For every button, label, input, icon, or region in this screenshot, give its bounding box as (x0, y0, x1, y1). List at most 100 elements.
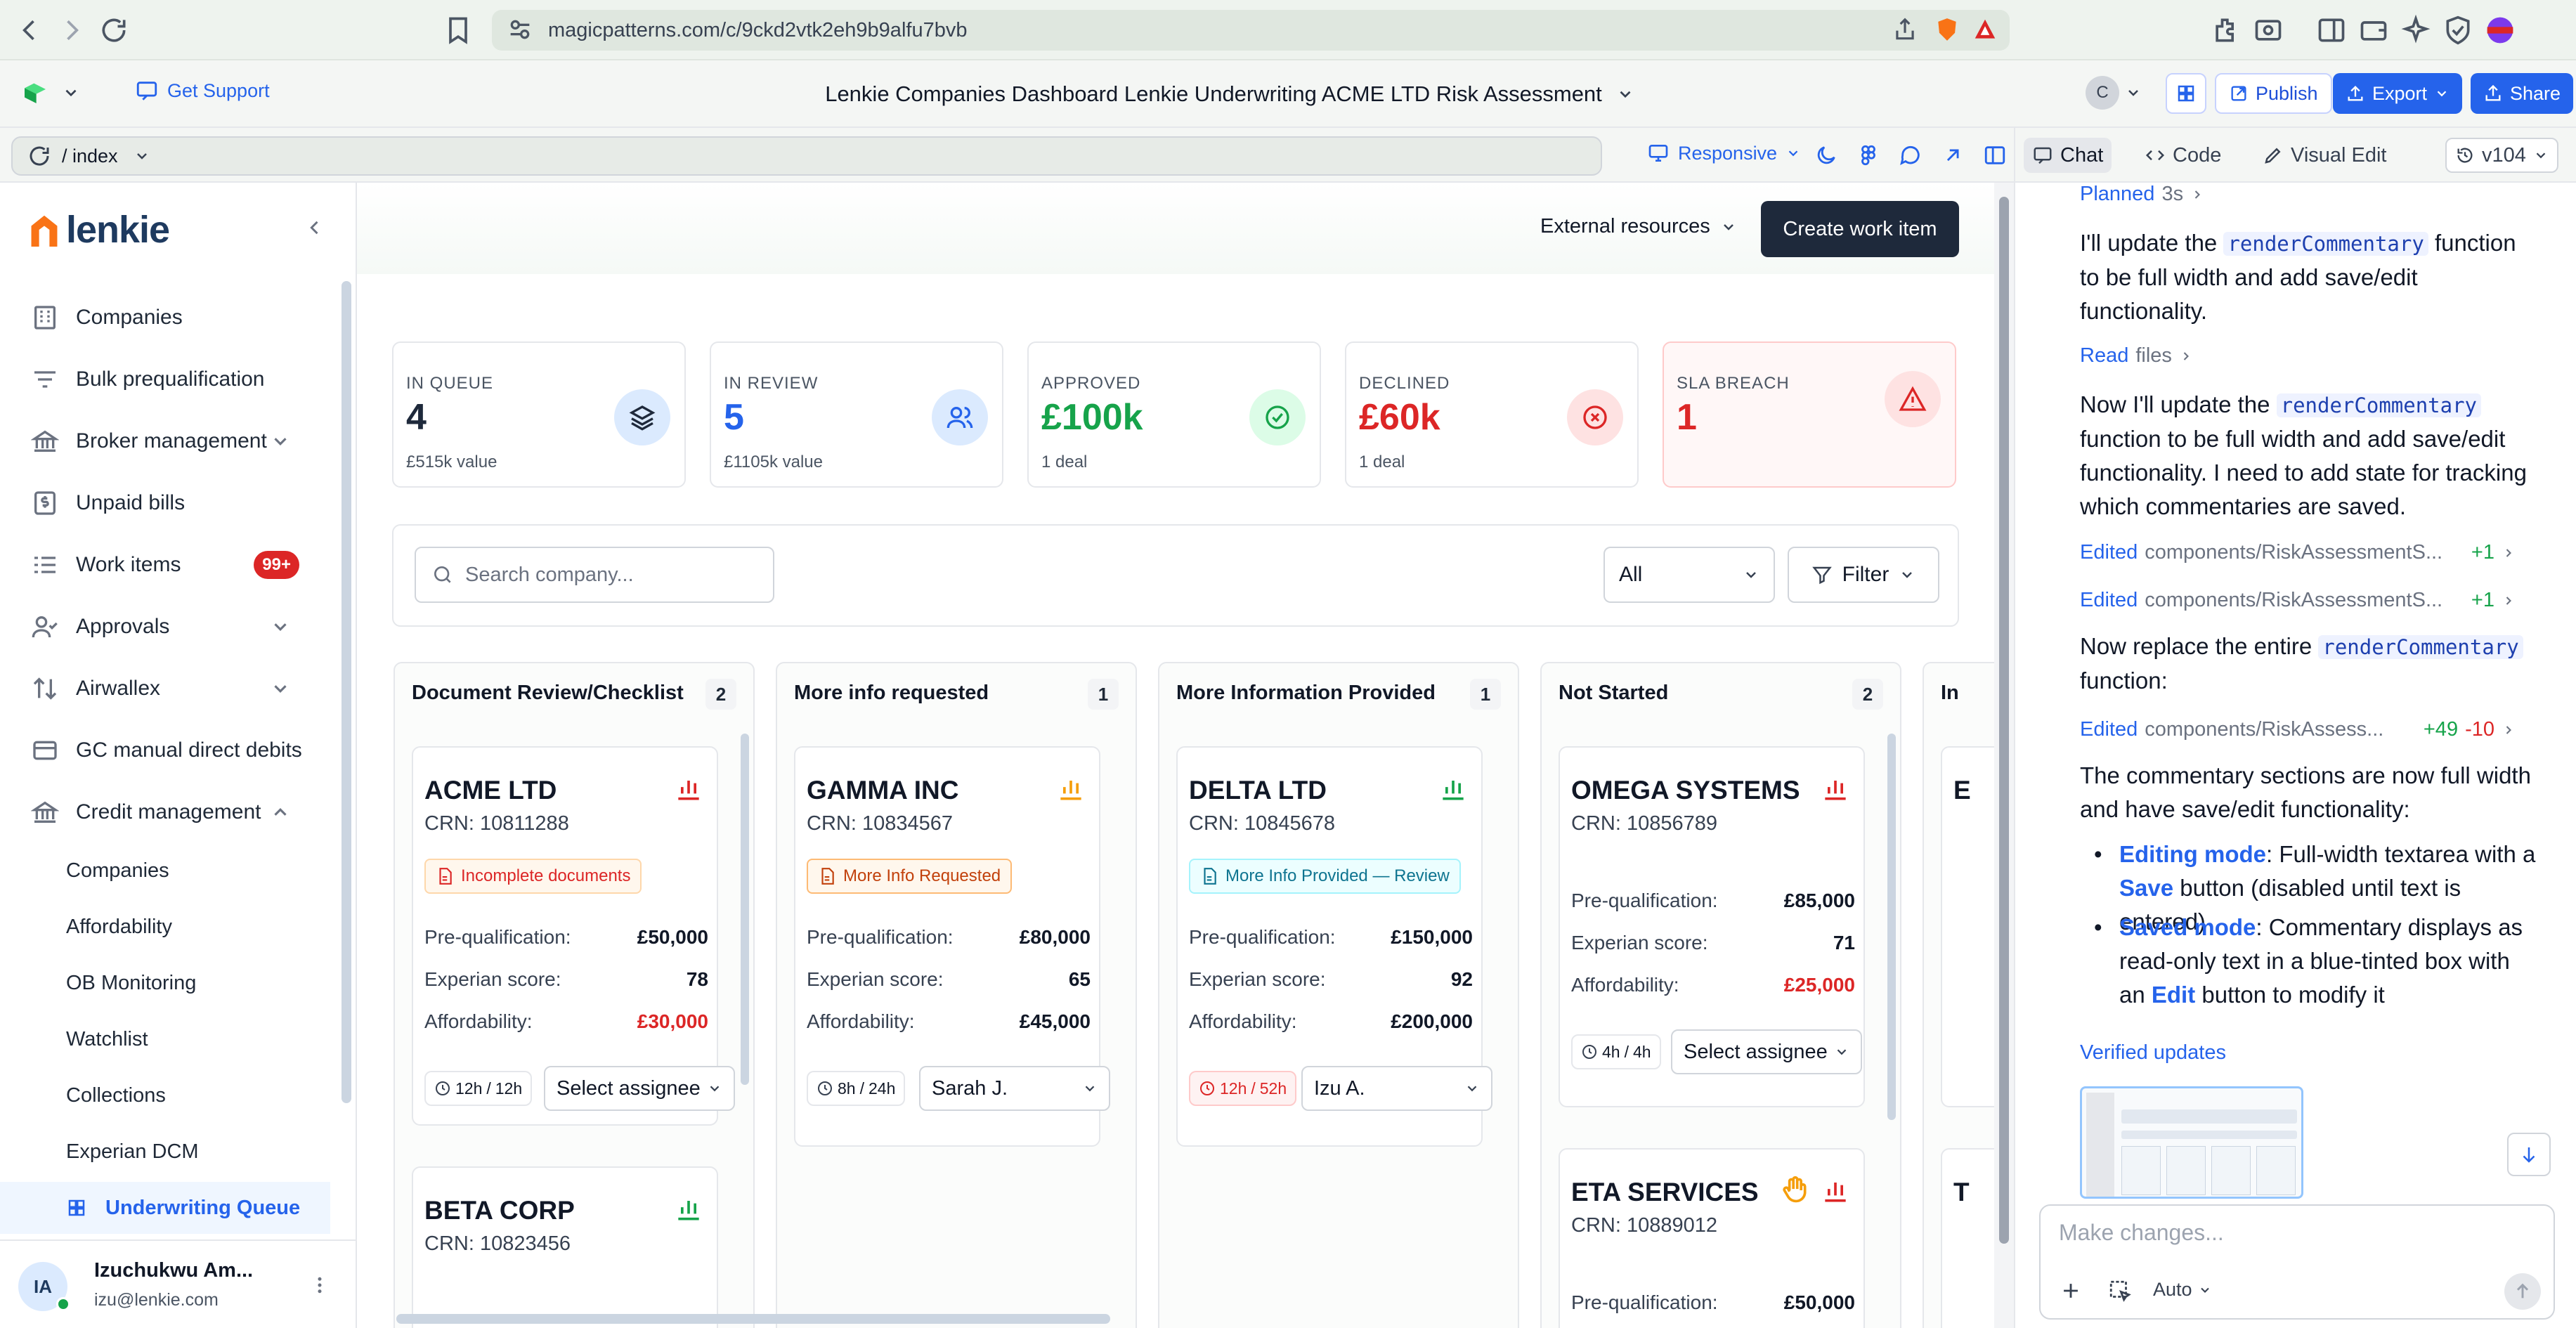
bar-chart-icon[interactable] (1438, 773, 1469, 804)
company-card-eta-services[interactable]: ETA SERVICES CRN: 10889012 Pre-qualifica… (1559, 1148, 1865, 1328)
company-card-partial[interactable]: T (1941, 1148, 1994, 1328)
sidebar-item-work-items[interactable]: Work items 99+ (0, 535, 330, 594)
site-settings-icon[interactable] (506, 15, 534, 44)
figma-icon[interactable] (1856, 143, 1880, 167)
brave-rewards-icon[interactable] (1972, 16, 1998, 43)
bullet-title: Saved mode (2119, 914, 2256, 940)
reload-icon[interactable] (98, 15, 129, 46)
tab-code[interactable]: Code (2136, 138, 2230, 173)
company-card-gamma-inc[interactable]: GAMMA INC CRN: 10834567 More Info Reques… (794, 746, 1110, 1147)
workspace-switcher[interactable] (21, 79, 80, 107)
bar-chart-icon[interactable] (1820, 1175, 1851, 1206)
brave-shield-icon[interactable] (1934, 16, 1960, 43)
bar-chart-icon[interactable] (1055, 773, 1086, 804)
vpn-icon[interactable] (2442, 15, 2473, 46)
assignee-select[interactable]: Select assignee (544, 1066, 735, 1111)
select-element-icon[interactable] (2108, 1279, 2132, 1303)
sidebar-item-broker-management[interactable]: Broker management (0, 412, 330, 471)
sidebar-subitem-watchlist[interactable]: Watchlist (0, 1013, 330, 1065)
code-icon (2145, 150, 2165, 161)
search-input[interactable]: Search company... (415, 547, 774, 603)
status-select[interactable]: All (1604, 547, 1775, 603)
edited-file-step[interactable]: Edited components/RiskAssess... +49 -10 (2080, 718, 2516, 741)
hand-icon[interactable] (1779, 1175, 1810, 1206)
refresh-icon[interactable] (27, 143, 52, 169)
sidebar-subitem-collections[interactable]: Collections (0, 1069, 330, 1121)
wallet-icon[interactable] (2358, 15, 2389, 46)
address-bar[interactable]: magicpatterns.com/c/9ckd2vtk2eh9b9alfu7b… (492, 10, 2010, 51)
sidebar-item-bulk-prequalification[interactable]: Bulk prequalification (0, 350, 330, 409)
tab-chat[interactable]: Chat (2024, 138, 2112, 173)
version-select[interactable]: v104 (2445, 138, 2558, 173)
sidebar-subitem-companies[interactable]: Companies (0, 845, 330, 897)
company-card-delta-ltd[interactable]: DELTA LTD CRN: 10845678 More Info Provid… (1176, 746, 1492, 1147)
sidebar-toggle-icon[interactable] (2316, 15, 2347, 46)
panel-icon[interactable] (1983, 143, 2007, 167)
filter-button[interactable]: Filter (1788, 547, 1939, 603)
company-card-partial[interactable]: E (1941, 746, 1994, 1107)
open-new-icon[interactable] (1941, 143, 1965, 167)
publish-button[interactable]: Publish (2215, 73, 2332, 114)
project-title[interactable]: Lenkie Companies Dashboard Lenkie Underw… (773, 60, 1686, 128)
main-scrollbar-thumb[interactable] (1999, 197, 2009, 1244)
plus-icon[interactable] (2059, 1279, 2083, 1303)
account-menu[interactable]: C (2086, 76, 2142, 110)
media-icon[interactable] (2253, 15, 2284, 46)
layout-button[interactable] (2166, 73, 2206, 114)
comment-icon[interactable] (1899, 143, 1923, 167)
responsive-select[interactable]: Responsive (1647, 142, 1801, 164)
bar-chart-icon[interactable] (1820, 773, 1851, 804)
bar-chart-icon[interactable] (673, 1193, 704, 1224)
more-vertical-icon[interactable] (309, 1273, 330, 1297)
edited-file-step[interactable]: Edited components/RiskAssessmentS... +1 (2080, 541, 2516, 564)
create-work-item-button[interactable]: Create work item (1761, 201, 1959, 257)
edited-file-step[interactable]: Edited components/RiskAssessmentS... +1 (2080, 589, 2516, 612)
route-input[interactable]: / index (11, 136, 1602, 176)
external-resources-dropdown[interactable]: External resources (1540, 215, 1737, 238)
user-profile[interactable]: IA Izuchukwu Am... izu@lenkie.com (0, 1239, 356, 1328)
scroll-to-bottom-button[interactable] (2507, 1133, 2551, 1176)
read-files-step[interactable]: Read files (2080, 344, 2193, 367)
sidebar-item-unpaid-bills[interactable]: Unpaid bills (0, 474, 330, 533)
sidebar-subitem-experian-dcm[interactable]: Experian DCM (0, 1126, 330, 1178)
sidebar-scrollbar[interactable] (341, 281, 351, 1103)
send-button[interactable] (2504, 1273, 2541, 1310)
sidebar-item-gc-manual-direct-debits[interactable]: GC manual direct debits (0, 721, 330, 780)
get-support-link[interactable]: Get Support (135, 79, 270, 103)
sidebar-subitem-ob-monitoring[interactable]: OB Monitoring (0, 957, 330, 1009)
sidebar-item-credit-management[interactable]: Credit management (0, 783, 330, 842)
model-select[interactable]: Auto (2153, 1279, 2212, 1301)
bookmark-icon[interactable] (443, 15, 474, 46)
bar-chart-icon[interactable] (673, 773, 704, 804)
tab-visual-edit[interactable]: Visual Edit (2254, 138, 2395, 173)
export-button[interactable]: Export (2333, 73, 2463, 114)
sidebar-item-approvals[interactable]: Approvals (0, 597, 330, 656)
company-card-acme-ltd[interactable]: ACME LTD CRN: 10811288 Incomplete docume… (412, 746, 735, 1126)
planned-step[interactable]: Planned 3s (2080, 183, 2204, 206)
collapse-sidebar-icon[interactable] (305, 218, 325, 237)
sidebar-item-companies[interactable]: Companies (0, 288, 330, 347)
assignee-select[interactable]: Select assignee (1671, 1029, 1862, 1074)
assignee-select[interactable]: Izu A. (1301, 1066, 1492, 1111)
chat-input[interactable]: Make changes... (2059, 1220, 2224, 1245)
sidebar-item-airwallex[interactable]: Airwallex (0, 659, 330, 718)
forward-icon[interactable] (56, 15, 87, 46)
horizontal-scrollbar[interactable] (396, 1314, 1110, 1324)
column-scrollbar[interactable] (1887, 734, 1896, 1120)
stat-label: IN REVIEW (724, 374, 819, 393)
profile-icon[interactable] (2485, 15, 2516, 46)
verified-updates-link[interactable]: Verified updates (2080, 1041, 2226, 1064)
theme-icon[interactable] (1814, 143, 1838, 167)
share-button[interactable]: Share (2471, 73, 2574, 114)
company-card-beta-corp[interactable]: BETA CORP CRN: 10823456 (412, 1166, 718, 1328)
column-scrollbar[interactable] (741, 734, 749, 1085)
sidebar-subitem-underwriting-queue[interactable]: Underwriting Queue (0, 1182, 330, 1234)
back-icon[interactable] (14, 15, 45, 46)
company-card-omega-systems[interactable]: OMEGA SYSTEMS CRN: 10856789 Pre-qualific… (1559, 746, 1865, 1107)
leo-ai-icon[interactable] (2400, 15, 2431, 46)
extensions-icon[interactable] (2211, 15, 2242, 46)
sidebar-subitem-affordability[interactable]: Affordability (0, 901, 330, 953)
preview-thumbnail[interactable] (2080, 1086, 2303, 1199)
assignee-select[interactable]: Sarah J. (919, 1066, 1110, 1111)
share-page-icon[interactable] (1892, 16, 1918, 43)
